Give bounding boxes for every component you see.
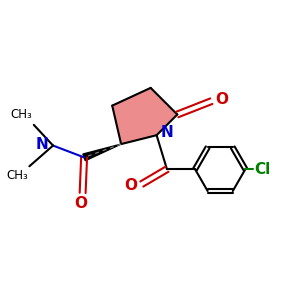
Polygon shape [83,144,121,161]
Text: O: O [74,196,87,211]
Text: N: N [160,125,173,140]
Text: Cl: Cl [254,162,271,177]
Text: O: O [215,92,228,107]
Text: CH₃: CH₃ [6,169,28,182]
Text: O: O [124,178,137,193]
Polygon shape [112,88,177,144]
Text: N: N [36,136,49,152]
Text: CH₃: CH₃ [11,108,32,121]
